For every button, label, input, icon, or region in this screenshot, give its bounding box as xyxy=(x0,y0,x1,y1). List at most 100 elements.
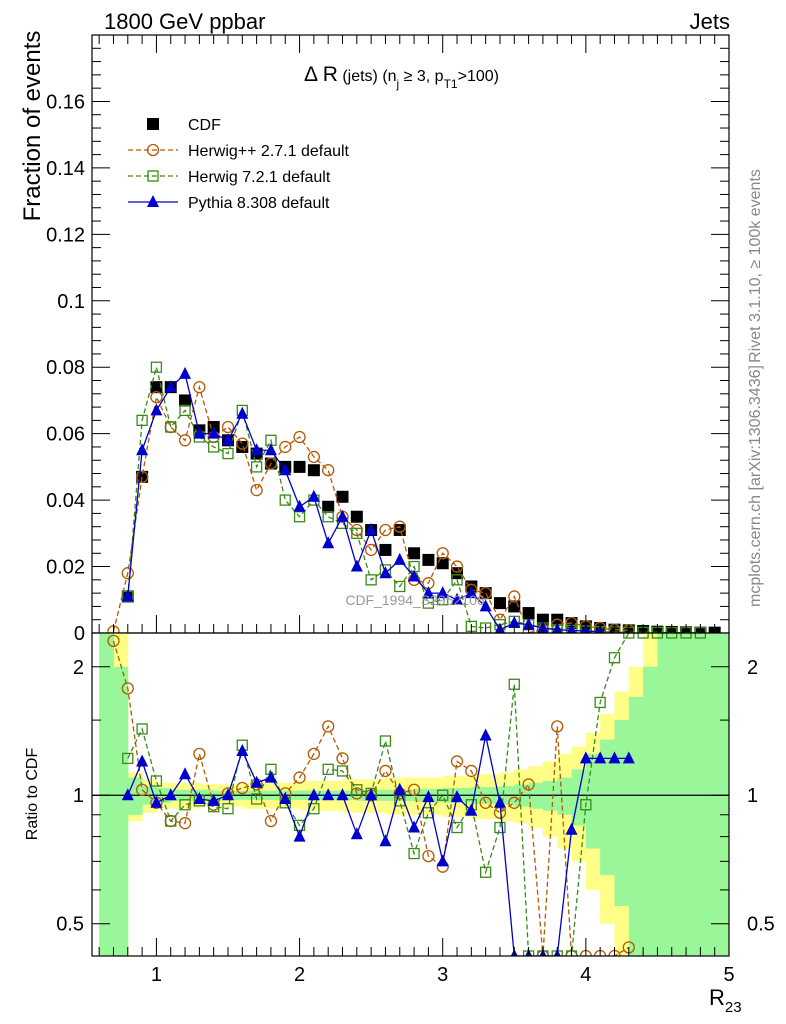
x-tick-label: 1 xyxy=(151,964,162,986)
main-square-open-series-point xyxy=(165,421,177,433)
ratio-circle-open-series-point xyxy=(508,796,521,809)
ratio-y-tick-label-right: 1 xyxy=(747,785,758,807)
main-y-tick-label: 0.1 xyxy=(57,291,85,313)
main-triangle-filled-series-point xyxy=(365,523,378,536)
ratio-square-open-series-point xyxy=(580,799,592,811)
ratio-triangle-filled-series-point xyxy=(322,788,335,801)
main-circle-open-series-point xyxy=(121,567,134,580)
ratio-triangle-filled-series-point xyxy=(336,788,349,801)
main-square-filled-series-point xyxy=(150,381,163,394)
ratio-plot-area xyxy=(92,633,729,956)
main-circle-open-series-point xyxy=(221,420,235,434)
ratio-square-open-series-point xyxy=(122,752,134,765)
ratio-square-open-series-point xyxy=(222,803,234,815)
ratio-square-open-series-point xyxy=(623,633,635,639)
ratio-square-open-series-point xyxy=(666,633,678,639)
ratio-stat-band-bin xyxy=(700,633,716,956)
ratio-square-open-series-point xyxy=(394,795,406,807)
ratio-circle-open-series-point xyxy=(236,781,249,795)
legend-marker xyxy=(147,195,159,207)
ratio-triangle-filled-series-point xyxy=(622,751,635,764)
legend-label: Herwig++ 2.7.1 default xyxy=(188,143,350,160)
ratio-square-open-series-point xyxy=(651,633,664,639)
main-y-axis: 0 0.02 0.04 0.06 0.08 0.1 0.12 0.14 0.16 xyxy=(46,35,730,645)
ratio-triangle-filled-series-point xyxy=(393,782,406,795)
main-square-open-series-point xyxy=(250,461,263,473)
ratio-y-tick-label: 2 xyxy=(73,657,84,679)
ratio-circle-open-series-point xyxy=(450,755,464,768)
ratio-stat-band-bin xyxy=(643,666,658,956)
main-triangle-filled-series-point xyxy=(436,586,449,599)
ratio-circle-open-series-point xyxy=(336,752,349,765)
main-square-open-series-point xyxy=(222,447,234,460)
ratio-triangle-filled-series-point xyxy=(150,795,163,808)
x-tick-label: 4 xyxy=(580,964,591,986)
ratio-stat-band-bin xyxy=(614,720,630,907)
ratio-square-open-series-point xyxy=(165,815,177,827)
ratio-square-open-series-point xyxy=(451,821,463,834)
header-right-label: Jets xyxy=(690,9,730,34)
main-square-filled-series-point xyxy=(236,440,249,453)
legend: CDF Herwig++ 2.7.1 default Herwig 7.2.1 de… xyxy=(128,117,350,212)
ratio-circle-open-series-point xyxy=(322,720,335,733)
ratio-square-open-series-point xyxy=(179,799,191,811)
main-square-open-series-point xyxy=(179,404,191,417)
main-triangle-filled-series-point xyxy=(164,380,177,393)
main-square-filled-series-point xyxy=(422,553,435,566)
ratio-square-open-series-point xyxy=(322,763,334,775)
ratio-triangle-filled-series-point xyxy=(350,827,363,840)
main-circle-open-series-point xyxy=(508,590,521,603)
main-circle-open-series-point xyxy=(293,430,306,444)
ratio-triangle-filled-series-point xyxy=(436,854,449,867)
ratio-y-axis-title: Ratio to CDF xyxy=(24,748,41,841)
main-triangle-filled-series-point xyxy=(508,616,521,629)
ratio-triangle-filled-series-point xyxy=(164,788,177,801)
ratio-triangle-filled-series-point xyxy=(293,829,306,842)
main-triangle-filled-series-line xyxy=(127,372,601,633)
ratio-panel: 0.5 0.5 1 1 2 2 1 2 3 4 5 Ratio to CDF R23 xyxy=(24,632,775,1016)
ratio-stat-band-bin xyxy=(585,753,601,849)
main-square-open-series-point xyxy=(351,527,363,539)
mcplots-reference-label: mcplots.cern.ch [arXiv:1306.3436] xyxy=(747,365,764,607)
main-triangle-filled-series-point xyxy=(322,536,335,549)
ratio-circle-open-series-point xyxy=(551,720,564,733)
main-square-open-series-point xyxy=(394,580,406,593)
ratio-stat-band-bin xyxy=(600,739,615,876)
ratio-frame xyxy=(91,632,730,957)
main-triangle-filled-series-point xyxy=(193,426,206,439)
main-square-open-series-point xyxy=(451,574,463,586)
main-circle-open-series-point xyxy=(379,523,392,537)
main-circle-open-series-point xyxy=(307,450,321,464)
main-triangle-filled-series-point xyxy=(150,403,163,416)
ratio-circle-open-series-point xyxy=(422,849,435,863)
main-square-open-series-point xyxy=(150,361,163,373)
ratio-square-open-series-point xyxy=(150,775,163,787)
main-circle-open-series-point xyxy=(236,437,249,450)
legend-label: Pythia 8.308 default xyxy=(188,195,330,212)
ratio-triangle-filled-series-point xyxy=(193,791,206,804)
ratio-circle-open-series-point xyxy=(407,783,421,796)
ratio-triangle-filled-series-point xyxy=(264,770,277,783)
ratio-stat-band-bin xyxy=(714,633,729,956)
main-square-filled-series-point xyxy=(522,607,535,620)
main-square-filled-series-point xyxy=(293,460,306,473)
rivet-version-label: Rivet 3.1.10, ≥ 100k events xyxy=(747,169,764,363)
main-square-filled-series-point xyxy=(322,500,335,513)
ratio-triangle-filled-series-point xyxy=(207,793,220,806)
main-y-tick-label: 0.08 xyxy=(46,357,85,379)
main-triangle-filled-series-point xyxy=(136,443,149,456)
ratio-circle-open-series-point xyxy=(293,771,306,784)
ratio-stat-band-bin xyxy=(686,633,701,956)
ratio-triangle-filled-series-point xyxy=(422,790,435,803)
ratio-triangle-filled-series-point xyxy=(465,803,478,816)
ratio-triangle-filled-series-point xyxy=(221,788,234,801)
main-triangle-filled-series-point xyxy=(293,499,306,512)
main-circle-open-series-point xyxy=(178,434,192,447)
ratio-square-open-series-point xyxy=(351,784,363,796)
main-circle-open-series-point xyxy=(479,586,492,600)
main-y-tick-label: 0.02 xyxy=(46,557,85,579)
ratio-square-open-series-point xyxy=(680,633,692,639)
ratio-triangle-filled-series-point xyxy=(451,790,464,803)
main-square-filled-series-point xyxy=(379,543,392,556)
main-circle-open-series-point xyxy=(364,543,378,557)
